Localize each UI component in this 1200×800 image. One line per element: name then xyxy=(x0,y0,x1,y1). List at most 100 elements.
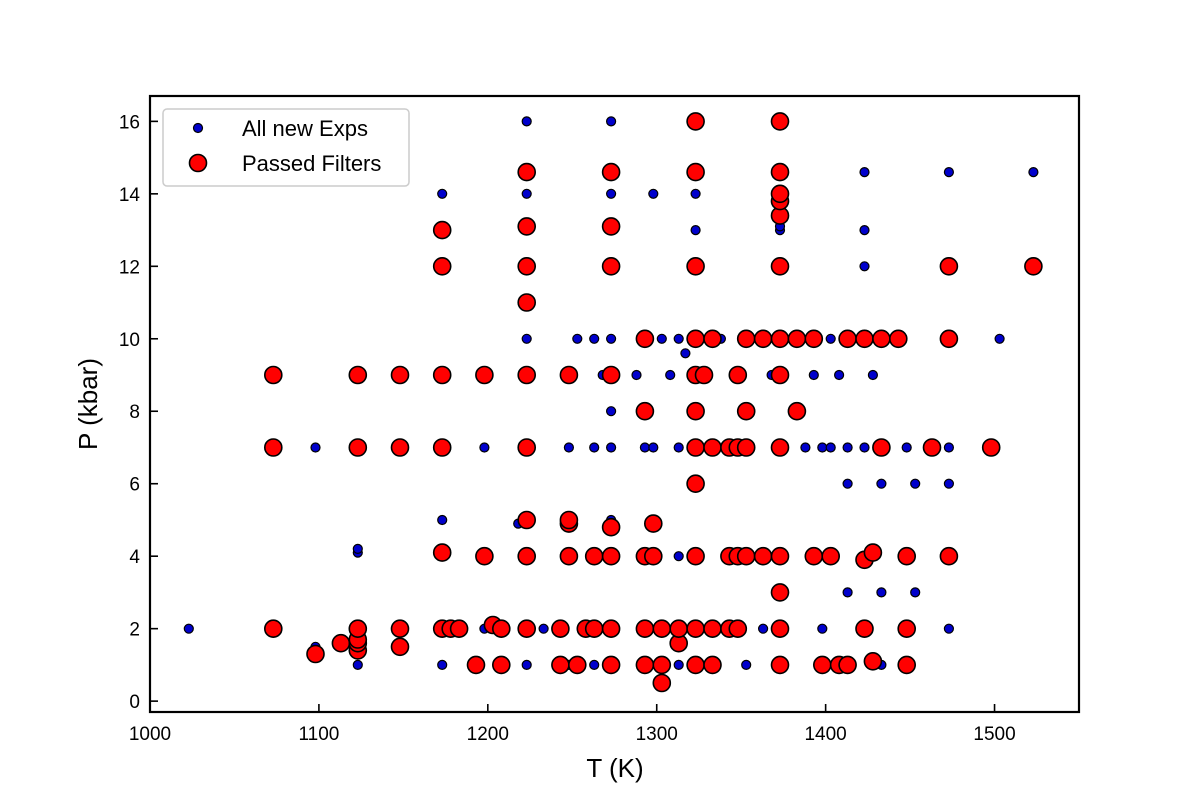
point-passed-filters-1 xyxy=(263,438,283,457)
point-passed-filters-125 xyxy=(872,329,891,349)
point-all-new-exps-65 xyxy=(605,406,617,417)
y-tick-label-6: 12 xyxy=(119,257,140,278)
point-passed-filters-57 xyxy=(635,619,655,639)
point-passed-filters-19 xyxy=(432,256,452,276)
y-tick-label-8: 16 xyxy=(119,112,140,133)
point-passed-filters-23 xyxy=(466,655,486,675)
point-passed-filters-101 xyxy=(770,438,790,457)
point-all-new-exps-72 xyxy=(605,116,617,127)
point-all-new-exps-86 xyxy=(673,551,684,562)
point-passed-filters-82 xyxy=(703,438,722,457)
point-passed-filters-103 xyxy=(770,329,790,349)
point-all-new-exps-139 xyxy=(901,442,912,453)
point-all-new-exps-45 xyxy=(521,116,532,127)
point-passed-filters-97 xyxy=(770,655,790,675)
point-passed-filters-118 xyxy=(838,329,857,349)
point-passed-filters-102 xyxy=(770,365,790,385)
point-all-new-exps-130 xyxy=(842,442,853,453)
point-passed-filters-20 xyxy=(432,220,452,240)
point-passed-filters-67 xyxy=(669,619,689,639)
legend-box xyxy=(162,108,410,187)
point-passed-filters-0 xyxy=(263,619,283,639)
point-all-new-exps-73 xyxy=(631,369,642,381)
point-passed-filters-94 xyxy=(736,329,756,349)
point-all-new-exps-131 xyxy=(859,442,870,453)
point-all-new-exps-99 xyxy=(690,225,701,236)
x-tick-label-4: 1400 xyxy=(804,724,846,745)
point-passed-filters-55 xyxy=(601,162,621,182)
point-passed-filters-31 xyxy=(517,510,537,530)
point-passed-filters-131 xyxy=(939,546,959,566)
point-passed-filters-12 xyxy=(390,619,410,639)
point-all-new-exps-146 xyxy=(994,333,1005,344)
point-passed-filters-75 xyxy=(686,329,705,349)
point-passed-filters-72 xyxy=(686,438,705,457)
x-tick-label-2: 1200 xyxy=(467,724,509,745)
point-passed-filters-40 xyxy=(559,546,579,566)
point-passed-filters-119 xyxy=(855,619,874,639)
point-all-new-exps-141 xyxy=(910,478,921,489)
point-passed-filters-112 xyxy=(804,546,824,566)
point-passed-filters-11 xyxy=(390,637,410,657)
point-all-new-exps-64 xyxy=(605,442,617,453)
point-all-new-exps-127 xyxy=(833,369,845,381)
point-all-new-exps-49 xyxy=(563,442,575,453)
point-all-new-exps-142 xyxy=(943,623,955,634)
point-all-new-exps-124 xyxy=(817,442,828,453)
points-layer xyxy=(183,112,1043,693)
point-all-new-exps-144 xyxy=(943,442,955,453)
legend-label-passed-filters: Passed Filters xyxy=(242,151,381,176)
point-all-new-exps-105 xyxy=(757,623,769,634)
point-passed-filters-2 xyxy=(263,365,283,385)
point-passed-filters-71 xyxy=(686,474,705,494)
point-passed-filters-130 xyxy=(922,438,942,457)
point-passed-filters-49 xyxy=(601,619,621,639)
point-all-new-exps-100 xyxy=(690,188,701,199)
point-passed-filters-38 xyxy=(551,655,570,675)
point-all-new-exps-43 xyxy=(521,188,532,199)
point-passed-filters-81 xyxy=(703,619,722,639)
point-passed-filters-70 xyxy=(686,546,705,566)
point-passed-filters-62 xyxy=(643,514,663,533)
y-tick-label-5: 10 xyxy=(119,330,140,351)
point-passed-filters-59 xyxy=(635,401,655,421)
point-passed-filters-133 xyxy=(939,256,959,276)
point-passed-filters-8 xyxy=(348,619,368,639)
point-passed-filters-110 xyxy=(787,401,807,421)
point-passed-filters-68 xyxy=(686,655,705,675)
point-all-new-exps-135 xyxy=(867,369,879,381)
point-passed-filters-63 xyxy=(652,673,672,693)
point-all-new-exps-123 xyxy=(817,623,828,634)
point-passed-filters-92 xyxy=(736,438,756,457)
point-all-new-exps-87 xyxy=(673,442,684,453)
point-passed-filters-76 xyxy=(686,256,705,276)
point-passed-filters-35 xyxy=(517,256,537,276)
point-passed-filters-107 xyxy=(770,184,790,204)
point-passed-filters-42 xyxy=(559,510,579,530)
point-passed-filters-33 xyxy=(517,365,537,385)
point-all-new-exps-104 xyxy=(741,659,752,671)
y-tick-label-3: 6 xyxy=(129,475,140,496)
point-passed-filters-98 xyxy=(770,619,790,639)
point-all-new-exps-67 xyxy=(605,333,617,344)
point-all-new-exps-88 xyxy=(673,333,684,344)
y-tick-label-2: 4 xyxy=(129,547,140,568)
point-passed-filters-83 xyxy=(703,329,722,349)
point-all-new-exps-70 xyxy=(605,188,617,199)
y-tick-label-4: 8 xyxy=(129,402,140,423)
point-passed-filters-134 xyxy=(981,438,1001,457)
point-all-new-exps-12 xyxy=(352,543,363,555)
point-all-new-exps-81 xyxy=(648,188,659,199)
point-passed-filters-52 xyxy=(601,365,621,385)
point-passed-filters-115 xyxy=(821,546,841,566)
point-passed-filters-100 xyxy=(770,546,790,566)
point-all-new-exps-27 xyxy=(437,188,448,199)
point-passed-filters-30 xyxy=(517,546,537,566)
point-all-new-exps-138 xyxy=(876,478,887,489)
point-all-new-exps-0 xyxy=(183,623,194,634)
point-passed-filters-46 xyxy=(584,619,604,639)
point-passed-filters-132 xyxy=(939,329,959,349)
point-all-new-exps-6 xyxy=(310,442,321,453)
point-passed-filters-104 xyxy=(770,256,790,276)
